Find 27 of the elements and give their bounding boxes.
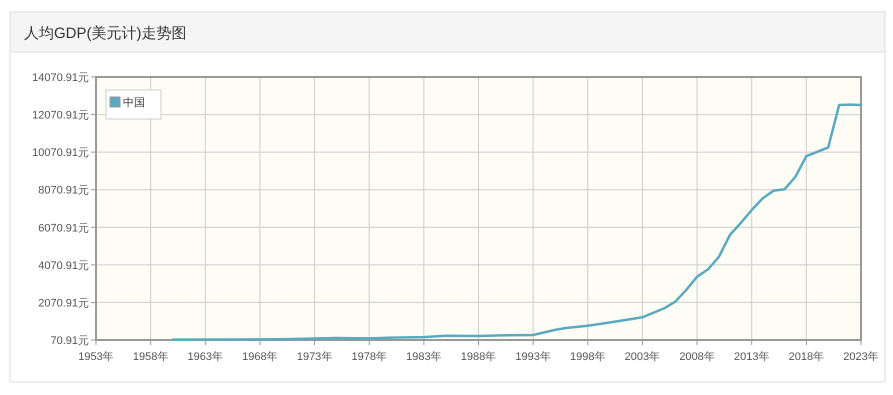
x-tick-label: 1983年	[406, 351, 442, 363]
legend: 中国	[106, 90, 162, 120]
y-tick-label: 6070.91元	[38, 222, 89, 234]
y-tick-label: 4070.91元	[38, 260, 89, 272]
x-tick-label: 1978年	[351, 351, 387, 363]
x-tick-label: 2003年	[624, 351, 660, 363]
x-tick-label: 1998年	[570, 351, 606, 363]
legend-label: 中国	[123, 96, 145, 109]
x-tick-label: 1968年	[242, 351, 278, 363]
y-tick-label: 8070.91元	[38, 184, 89, 197]
x-tick-label: 2008年	[679, 351, 715, 363]
x-tick-label: 2013年	[734, 351, 770, 363]
line-series	[171, 103, 862, 341]
x-tick-label: 1958年	[132, 351, 168, 363]
y-tick-label: 2070.91元	[38, 297, 89, 310]
x-tick-label: 1953年	[78, 351, 114, 363]
x-tick-label: 2018年	[788, 351, 824, 363]
x-tick-label: 1988年	[460, 351, 496, 363]
y-tick-label: 12070.91元	[32, 110, 89, 122]
y-tick-label: 10070.91元	[32, 147, 89, 160]
x-tick-label: 1993年	[515, 351, 551, 363]
x-tick-label: 1973年	[296, 351, 332, 363]
y-tick-label: 14070.91元	[32, 72, 89, 84]
y-tick-label: 70.91元	[50, 335, 89, 347]
x-tick-label: 2023年	[843, 351, 879, 363]
chart-title: 人均GDP(美元计)走势图	[24, 25, 186, 42]
x-tick-label: 1963年	[188, 351, 224, 363]
